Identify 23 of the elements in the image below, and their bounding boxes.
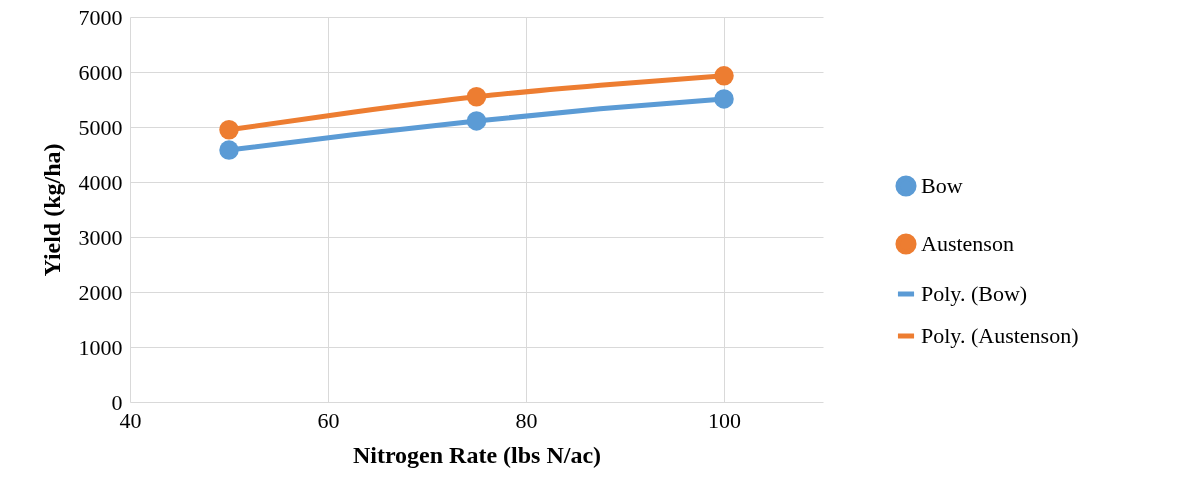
point <box>466 87 487 107</box>
y-tick-label: 6000 <box>78 59 123 85</box>
point <box>219 140 239 160</box>
y-tick-label: 3000 <box>78 224 123 250</box>
y-tick-label: 7000 <box>78 4 123 30</box>
legend-label: Bow <box>921 173 963 198</box>
legend-label: Poly. (Bow) <box>921 281 1028 306</box>
y-tick-label: 5000 <box>78 114 123 140</box>
point <box>714 89 734 109</box>
legend-label: Austenson <box>921 231 1014 256</box>
y-tick-label: 1000 <box>78 334 123 360</box>
y-axis-title: Yield (kg/ha) <box>38 143 65 277</box>
y-tick-label: 4000 <box>78 169 123 195</box>
y-tick-label: 2000 <box>78 279 123 305</box>
point <box>219 120 239 140</box>
point <box>466 111 487 131</box>
y-tick-label: 0 <box>111 389 123 415</box>
legend-label: Poly. (Austenson) <box>921 323 1079 348</box>
x-axis-title: Nitrogen Rate (lbs N/ac) <box>352 441 602 468</box>
x-tick-label: 80 <box>515 407 538 433</box>
x-tick-label: 60 <box>317 407 340 433</box>
x-tick-label: 100 <box>708 407 741 433</box>
point <box>714 66 734 86</box>
